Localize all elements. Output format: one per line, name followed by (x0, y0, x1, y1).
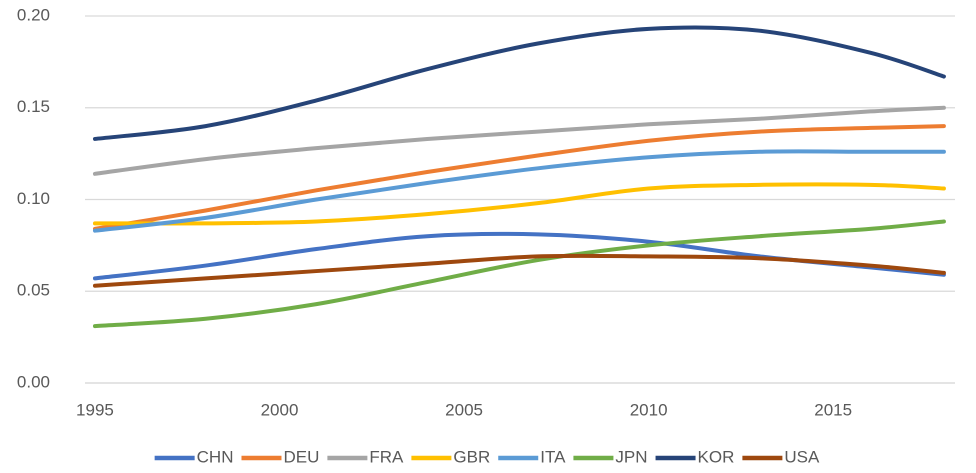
legend-label: ITA (540, 447, 566, 466)
x-tick-label: 1995 (76, 400, 114, 419)
x-tick-label: 2000 (261, 400, 299, 419)
legend-label: KOR (698, 447, 735, 466)
y-tick-label: 0.20 (17, 5, 50, 24)
y-tick-label: 0.00 (17, 372, 50, 391)
legend-label: DEU (283, 447, 319, 466)
series-line (92, 124, 946, 231)
series-line (92, 253, 946, 288)
legend-label: GBR (453, 447, 490, 466)
series-line (92, 182, 946, 226)
series-line (92, 25, 946, 141)
legend-label: JPN (615, 447, 647, 466)
x-tick-label: 2005 (445, 400, 483, 419)
x-tick-label: 2015 (814, 400, 852, 419)
series-line (92, 219, 946, 329)
y-tick-label: 0.10 (17, 189, 50, 208)
y-tick-label: 0.15 (17, 97, 50, 116)
legend-label: CHN (197, 447, 234, 466)
series-line (92, 149, 946, 233)
x-tick-label: 2010 (630, 400, 668, 419)
legend-label: USA (784, 447, 820, 466)
series-line (92, 105, 946, 176)
y-tick-label: 0.05 (17, 281, 50, 300)
legend-label: FRA (369, 447, 404, 466)
